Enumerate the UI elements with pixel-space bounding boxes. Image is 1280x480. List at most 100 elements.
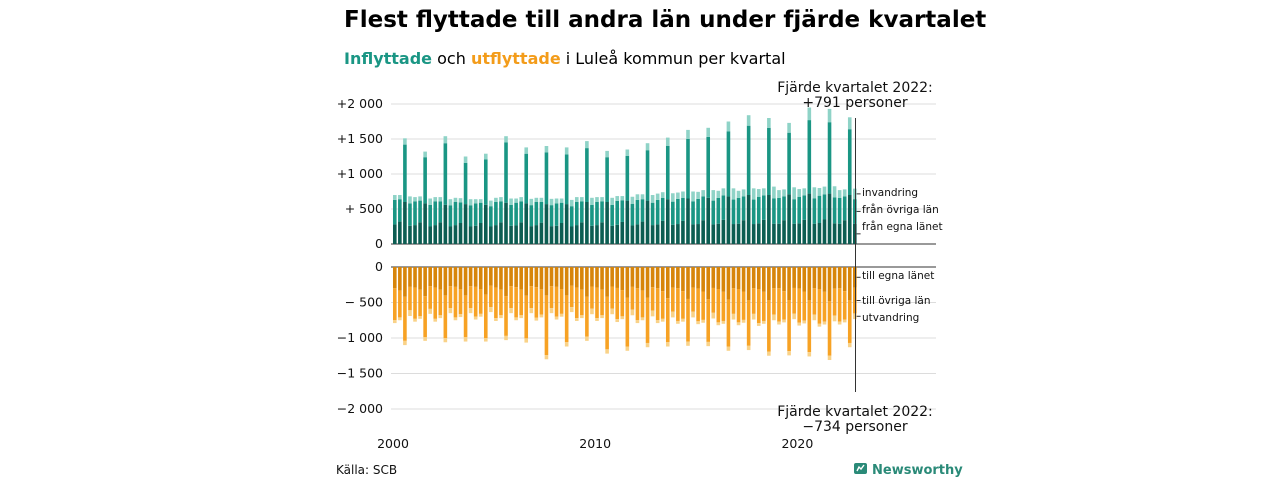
bar-out-emig bbox=[519, 315, 523, 319]
bar-in-own bbox=[539, 222, 544, 244]
bar-in-imm bbox=[671, 193, 675, 202]
bar-out-other bbox=[590, 286, 594, 309]
bar-out-other bbox=[630, 286, 635, 310]
bar-out-emig bbox=[620, 316, 625, 320]
bar-out-own bbox=[660, 267, 665, 292]
bar-in-own bbox=[807, 193, 812, 244]
bar-in-imm bbox=[701, 190, 705, 197]
bar-out-other bbox=[691, 287, 695, 312]
bar-in-own bbox=[802, 219, 807, 244]
bar-in-own bbox=[509, 225, 513, 244]
bar-out-other bbox=[605, 296, 609, 350]
bar-out-own bbox=[741, 267, 746, 292]
bar-out-emig bbox=[473, 316, 478, 320]
bar-out-emig bbox=[827, 355, 832, 361]
bar-in-own bbox=[696, 224, 700, 244]
bar-in-own bbox=[736, 223, 741, 244]
bar-out-own bbox=[544, 267, 549, 296]
bar-out-own bbox=[494, 267, 498, 288]
bar-in-other bbox=[772, 198, 776, 224]
bar-out-own bbox=[650, 267, 655, 288]
bar-out-other bbox=[671, 287, 675, 312]
bar-out-own bbox=[600, 267, 604, 290]
bar-out-other bbox=[812, 288, 817, 315]
bar-in-other bbox=[610, 204, 614, 226]
bar-in-other bbox=[595, 202, 599, 226]
bar-in-own bbox=[529, 226, 534, 244]
bar-in-own bbox=[671, 224, 675, 244]
bar-in-other bbox=[716, 197, 721, 224]
bar-in-other bbox=[731, 199, 736, 225]
bar-in-imm bbox=[767, 118, 771, 128]
bar-out-emig bbox=[847, 342, 852, 348]
bar-out-emig bbox=[605, 349, 609, 354]
bar-in-imm bbox=[453, 197, 458, 202]
bar-out-other bbox=[746, 300, 751, 346]
bar-in-imm bbox=[696, 191, 700, 199]
bar-out-emig bbox=[509, 308, 513, 314]
bar-out-emig bbox=[590, 308, 594, 315]
bar-in-other bbox=[393, 199, 397, 225]
bar-out-own bbox=[438, 267, 443, 290]
bar-in-own bbox=[574, 225, 579, 244]
bar-out-own bbox=[458, 267, 463, 290]
bar-out-other bbox=[529, 286, 534, 309]
bar-out-own bbox=[625, 267, 630, 298]
bar-out-emig bbox=[580, 315, 584, 319]
bar-out-emig bbox=[448, 308, 453, 314]
bar-out-own bbox=[847, 267, 852, 301]
bar-out-emig bbox=[554, 316, 559, 320]
bar-out-emig bbox=[716, 322, 721, 326]
bar-in-own bbox=[504, 202, 508, 244]
bar-in-other bbox=[797, 196, 801, 224]
ytick-top: +1 500 bbox=[337, 131, 383, 146]
bar-in-other bbox=[458, 202, 463, 223]
bar-in-other bbox=[580, 201, 584, 223]
bar-out-emig bbox=[691, 311, 695, 318]
bar-out-emig bbox=[443, 338, 448, 343]
bar-out-emig bbox=[650, 310, 655, 317]
bar-in-imm bbox=[792, 187, 796, 200]
bar-in-own bbox=[681, 220, 685, 244]
bar-out-emig bbox=[772, 314, 776, 321]
bar-in-own bbox=[514, 225, 518, 244]
bar-out-other bbox=[499, 289, 503, 316]
bar-in-other bbox=[448, 205, 453, 227]
bar-out-own bbox=[453, 267, 458, 287]
bar-in-other bbox=[428, 204, 432, 227]
bar-out-other bbox=[534, 287, 539, 318]
bar-out-emig bbox=[837, 321, 842, 325]
bar-in-imm bbox=[499, 197, 503, 202]
bar-in-imm bbox=[605, 150, 609, 158]
bar-in-other bbox=[478, 202, 483, 223]
bar-in-own bbox=[534, 225, 539, 244]
bar-in-own bbox=[630, 225, 635, 244]
bar-in-own bbox=[549, 226, 554, 244]
bar-out-emig bbox=[630, 309, 635, 316]
bar-in-imm bbox=[726, 121, 731, 132]
bar-out-own bbox=[787, 267, 791, 301]
bar-out-emig bbox=[433, 318, 438, 322]
bar-in-own bbox=[640, 221, 645, 244]
ytick-top: +2 000 bbox=[337, 96, 383, 111]
bar-out-other bbox=[473, 286, 478, 317]
bar-in-own bbox=[777, 223, 781, 244]
bar-in-own bbox=[559, 223, 564, 244]
bar-out-own bbox=[731, 267, 736, 289]
subtitle-och: och bbox=[432, 49, 471, 68]
bar-out-own bbox=[736, 267, 741, 290]
bar-in-own bbox=[554, 225, 559, 244]
ytick-top: +1 000 bbox=[337, 166, 383, 181]
bar-out-emig bbox=[549, 308, 554, 314]
bar-in-own bbox=[448, 226, 453, 244]
ytick-top: 0 bbox=[375, 236, 383, 251]
bar-out-other bbox=[413, 287, 417, 319]
bar-out-own bbox=[489, 267, 493, 286]
bar-in-other bbox=[483, 159, 488, 205]
bar-in-own bbox=[403, 202, 407, 244]
bar-in-own bbox=[438, 222, 443, 244]
bar-out-own bbox=[605, 267, 609, 297]
bar-in-other bbox=[544, 152, 549, 205]
bar-in-other bbox=[519, 201, 523, 223]
bar-out-emig bbox=[797, 322, 801, 326]
